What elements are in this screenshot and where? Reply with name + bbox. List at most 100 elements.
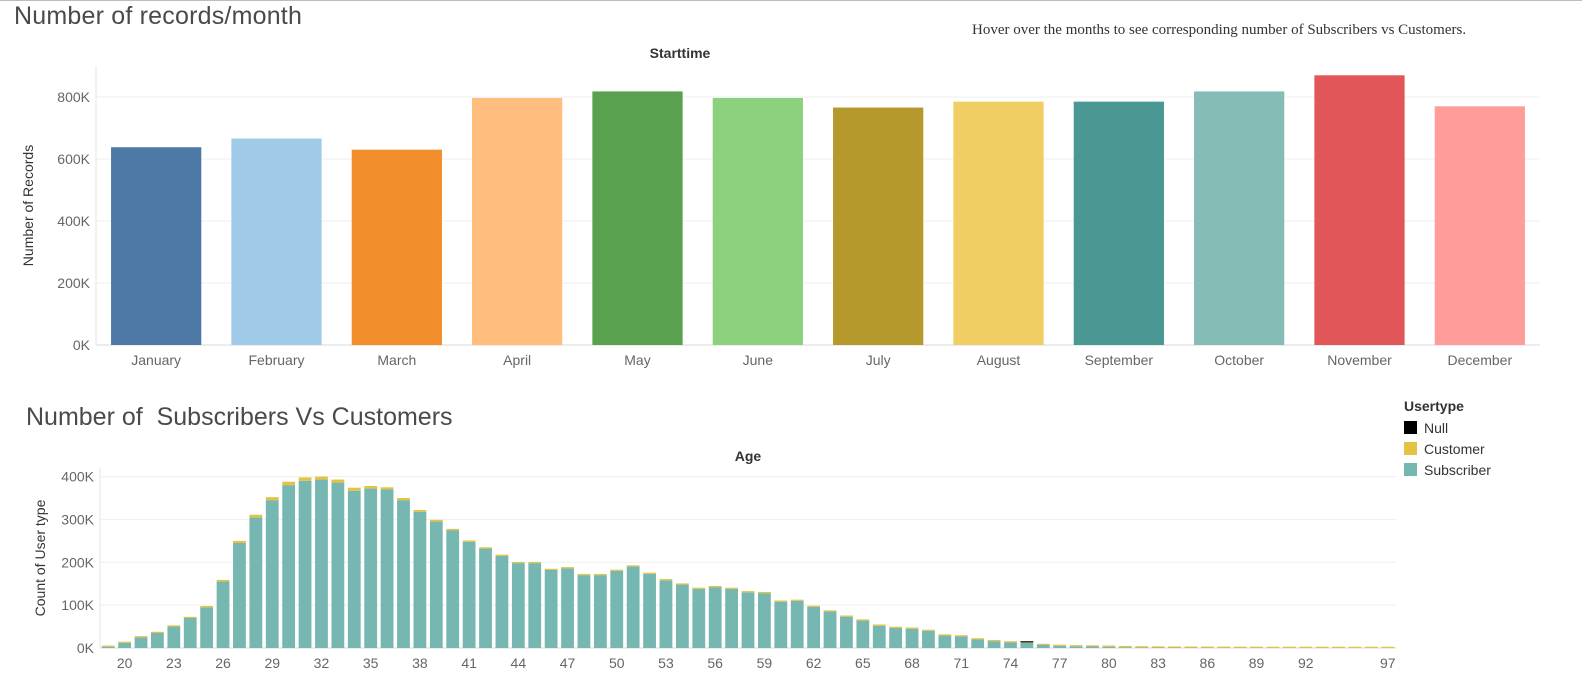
bar-age-78-subscriber <box>1069 646 1083 648</box>
bar-age-34-subscriber <box>347 490 361 648</box>
bar-age-46-customer <box>544 568 558 570</box>
bar-age-54-subscriber <box>675 584 689 648</box>
bar-age-23-customer <box>167 625 181 627</box>
bar-age-59-subscriber <box>758 593 771 648</box>
bar-age-60-customer <box>774 600 788 602</box>
bar-age-47-customer <box>561 567 574 569</box>
bar-age-79-customer <box>1086 645 1099 647</box>
bar-age-22-customer <box>151 631 164 633</box>
bar-age-43-customer <box>495 554 509 556</box>
bar-age-68-subscriber <box>905 628 919 648</box>
bar-age-29-subscriber <box>265 500 279 648</box>
x-tick-label: 50 <box>609 655 625 671</box>
bar-age-60-subscriber <box>774 601 788 648</box>
bar-age-52-customer <box>643 572 656 574</box>
x-header-label: Age <box>735 448 762 464</box>
bar-age-80-subscriber <box>1102 646 1116 648</box>
bar-age-81-customer <box>1118 645 1132 648</box>
bar-age-59-customer <box>758 591 771 594</box>
bar-age-26-subscriber <box>216 581 230 648</box>
bar-age-87-customer <box>1217 646 1231 648</box>
bar-age-38-subscriber <box>413 511 427 648</box>
bar-age-36-subscriber <box>380 489 394 648</box>
bar-age-81-subscriber <box>1118 647 1132 648</box>
y-tick-label: 0K <box>73 337 91 353</box>
bar-january <box>111 147 202 345</box>
bar-age-80-customer <box>1102 645 1116 647</box>
bar-age-44-customer <box>511 561 525 564</box>
bar-november <box>1314 75 1405 346</box>
bar-age-97-customer <box>1381 646 1395 648</box>
bar-age-65-customer <box>856 619 870 621</box>
x-tick-label: August <box>977 352 1021 368</box>
bar-age-86-customer <box>1200 646 1214 648</box>
bar-age-27-customer <box>233 540 246 543</box>
x-tick-label: 92 <box>1298 655 1314 671</box>
legend-item-subscriber[interactable]: Subscriber <box>1404 459 1491 480</box>
bar-age-84-customer <box>1168 646 1181 648</box>
bar-age-67-subscriber <box>889 627 903 648</box>
legend-item-customer[interactable]: Customer <box>1404 438 1491 459</box>
bar-age-92-customer <box>1299 646 1313 648</box>
legend-swatch-customer <box>1404 442 1417 455</box>
legend-label-subscriber: Subscriber <box>1424 461 1491 478</box>
bar-age-30-customer <box>282 481 296 486</box>
bar-age-58-customer <box>741 591 755 593</box>
bar-age-21-customer <box>134 636 148 638</box>
bar-age-31-subscriber <box>298 480 312 648</box>
bar-age-52-subscriber <box>643 573 656 648</box>
bar-age-50-customer <box>610 569 624 571</box>
legend-label-null: Null <box>1424 419 1449 436</box>
bar-age-76-customer <box>1036 643 1050 645</box>
bar-age-24-customer <box>183 616 197 618</box>
bar-age-66-subscriber <box>872 625 886 648</box>
bar-age-53-customer <box>659 579 673 581</box>
bar-age-70-subscriber <box>938 635 952 648</box>
bar-age-41-subscriber <box>462 541 476 648</box>
bar-age-74-subscriber <box>1004 642 1017 648</box>
bar-age-36-customer <box>380 487 394 490</box>
bar-age-65-subscriber <box>856 620 870 648</box>
bar-age-53-subscriber <box>659 580 673 648</box>
bar-april <box>472 97 563 346</box>
bar-age-35-subscriber <box>364 488 378 648</box>
bar-age-19-subscriber <box>101 646 115 648</box>
legend-item-null[interactable]: Null <box>1404 417 1491 438</box>
bar-age-24-subscriber <box>183 618 197 648</box>
bar-age-49-subscriber <box>593 575 607 648</box>
bar-age-64-subscriber <box>840 616 853 648</box>
bar-age-72-subscriber <box>971 639 985 648</box>
bar-age-55-subscriber <box>692 588 706 648</box>
bar-age-64-customer <box>840 615 853 617</box>
bar-age-42-subscriber <box>479 548 492 648</box>
bar-age-25-subscriber <box>200 607 214 648</box>
bar-age-44-subscriber <box>511 563 525 648</box>
bar-age-77-customer <box>1053 644 1067 646</box>
x-tick-label: January <box>131 352 181 368</box>
x-tick-label: April <box>503 352 531 368</box>
x-tick-label: 38 <box>412 655 428 671</box>
bar-age-55-customer <box>692 587 706 589</box>
bar-age-94-customer <box>1332 646 1345 648</box>
bar-age-54-customer <box>675 583 689 585</box>
x-tick-label: 44 <box>511 655 527 671</box>
bar-age-32-subscriber <box>315 479 328 648</box>
bar-age-50-subscriber <box>610 570 624 648</box>
bar-age-28-customer <box>249 514 263 518</box>
legend-title: Usertype <box>1404 398 1464 414</box>
x-tick-label: 47 <box>560 655 576 671</box>
bar-age-71-subscriber <box>954 636 968 648</box>
bar-age-61-subscriber <box>790 600 804 648</box>
bar-age-33-customer <box>331 479 345 483</box>
x-tick-label: 59 <box>757 655 773 671</box>
legend-label-customer: Customer <box>1424 440 1485 457</box>
chart-title-usertype: Number of Subscribers Vs Customers <box>26 403 453 431</box>
bar-age-68-customer <box>905 627 919 629</box>
y-tick-label: 0K <box>77 640 95 656</box>
y-tick-label: 400K <box>57 213 90 229</box>
y-tick-label: 600K <box>57 151 90 167</box>
bar-age-84-subscriber <box>1168 647 1181 648</box>
bar-age-22-subscriber <box>151 633 164 648</box>
bar-age-37-customer <box>397 498 410 501</box>
